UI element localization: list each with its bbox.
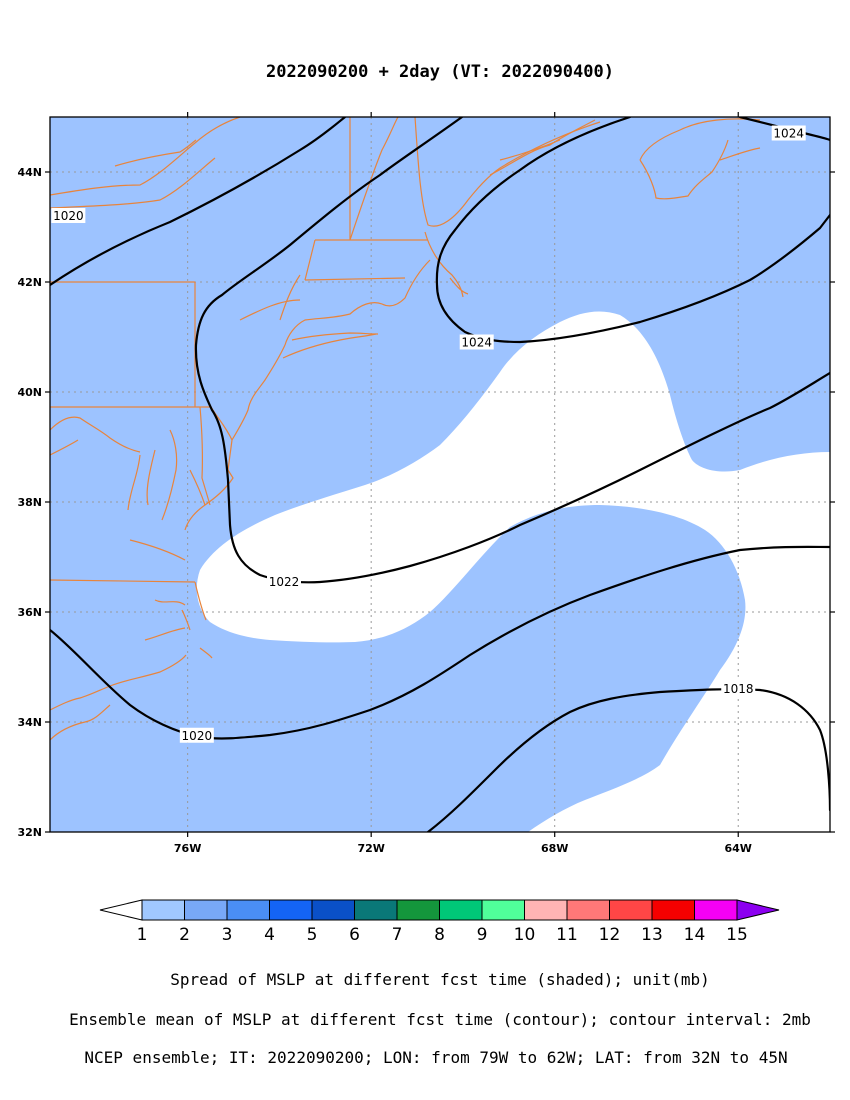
nova-scotia-coast bbox=[639, 118, 761, 200]
spread-shading bbox=[50, 117, 830, 832]
us-canada-border bbox=[50, 117, 241, 196]
colorbar-swatch bbox=[269, 899, 313, 921]
caption-source: NCEP ensemble; IT: 2022090200; LON: from… bbox=[84, 1048, 787, 1067]
caption-shaded: Spread of MSLP at different fcst time (s… bbox=[170, 970, 709, 989]
contour-labels: 1020 1024 1024 1022 1020 1018 bbox=[51, 125, 806, 743]
contour-label: 1022 bbox=[269, 575, 300, 589]
lat-tick-label: 34N bbox=[17, 716, 42, 729]
colorbar-label: 3 bbox=[222, 925, 233, 945]
colorbar-swatch bbox=[609, 899, 653, 921]
lon-tick-label: 68W bbox=[541, 842, 568, 855]
colorbar-swatch bbox=[354, 899, 398, 921]
contour-label: 1024 bbox=[461, 336, 492, 350]
contour-1018 bbox=[426, 688, 830, 832]
contour-label: 1020 bbox=[182, 729, 213, 743]
canada-border-north bbox=[114, 139, 197, 167]
lat-tick-label: 36N bbox=[17, 606, 42, 619]
contour-1020-north bbox=[50, 117, 347, 287]
colorbar-swatch bbox=[226, 899, 270, 921]
contour-label-bg bbox=[51, 208, 86, 223]
contour-label: 1018 bbox=[723, 682, 754, 696]
chesapeake-bay bbox=[127, 429, 213, 659]
colorbar-label: 9 bbox=[477, 925, 488, 945]
colorbar-label: 4 bbox=[264, 925, 275, 945]
state-borders-ne bbox=[239, 117, 428, 321]
colorbar-label: 7 bbox=[392, 925, 403, 945]
mslp-contours bbox=[50, 117, 830, 832]
figure-title: 2022090200 + 2day (VT: 2022090400) bbox=[266, 62, 614, 82]
caption-contour: Ensemble mean of MSLP at different fcst … bbox=[69, 1010, 811, 1029]
coastlines bbox=[50, 117, 761, 741]
colorbar-swatch bbox=[396, 899, 440, 921]
virginia-nc-border bbox=[50, 579, 207, 621]
colorbar-swatch bbox=[566, 899, 610, 921]
lon-tick-label: 72W bbox=[357, 842, 384, 855]
contour-1022-west bbox=[194, 117, 830, 584]
colorbar-swatch bbox=[651, 899, 695, 921]
map-grid bbox=[50, 117, 830, 832]
colorbar-low-arrow bbox=[99, 899, 143, 921]
long-island bbox=[282, 333, 377, 359]
lat-tick-label: 44N bbox=[17, 166, 42, 179]
contour-1020-south bbox=[50, 545, 830, 740]
colorbar-label: 1 bbox=[137, 925, 148, 945]
colorbar-label: 11 bbox=[556, 925, 578, 945]
west-virginia-border bbox=[50, 416, 141, 456]
colorbar-label: 15 bbox=[726, 925, 748, 945]
colorbar-swatch bbox=[311, 899, 355, 921]
lon-tick-label: 76W bbox=[174, 842, 201, 855]
colorbar-label: 10 bbox=[514, 925, 536, 945]
colorbar-swatch bbox=[694, 899, 738, 921]
canada-border-quebec bbox=[50, 157, 216, 209]
colorbar-swatch bbox=[481, 899, 525, 921]
lon-tick-label: 64W bbox=[725, 842, 752, 855]
colorbar-label: 13 bbox=[641, 925, 663, 945]
colorbar: 1 2 3 4 5 6 7 8 9 10 11 12 13 14 15 bbox=[99, 899, 780, 945]
contour-label: 1020 bbox=[53, 209, 84, 223]
colorbar-label: 6 bbox=[349, 925, 360, 945]
contour-label: 1024 bbox=[773, 127, 804, 141]
colorbar-label: 5 bbox=[307, 925, 318, 945]
lat-tick-label: 42N bbox=[17, 276, 42, 289]
colorbar-label: 12 bbox=[599, 925, 621, 945]
colorbar-label: 8 bbox=[434, 925, 445, 945]
contour-label-bg bbox=[721, 681, 756, 696]
colorbar-high-arrow bbox=[736, 899, 780, 921]
lat-tick-label: 38N bbox=[17, 496, 42, 509]
new-brunswick-coast bbox=[489, 119, 596, 176]
contour-label-bg bbox=[459, 334, 494, 350]
new-england-coast bbox=[284, 231, 469, 346]
contour-label-bg bbox=[771, 125, 806, 141]
maine-border bbox=[349, 117, 601, 241]
colorbar-swatch bbox=[439, 899, 483, 921]
colorbar-label: 2 bbox=[179, 925, 190, 945]
map-frame bbox=[49, 116, 831, 833]
lat-tick-label: 40N bbox=[17, 386, 42, 399]
colorbar-label: 14 bbox=[684, 925, 706, 945]
colorbar-swatch bbox=[524, 899, 568, 921]
colorbar-swatch bbox=[141, 899, 185, 921]
delmarva bbox=[189, 406, 211, 506]
lat-tick-label: 32N bbox=[17, 826, 42, 839]
map-axes: 44N 42N 40N 38N 36N 34N 32N 76W 72W 68W 64W bbox=[17, 112, 835, 855]
colorbar-swatch bbox=[184, 899, 228, 921]
contour-label-bg bbox=[267, 573, 301, 589]
contour-label-bg bbox=[179, 727, 214, 743]
map-plot-area: 1020 1024 1024 1022 1020 1018 bbox=[50, 117, 830, 832]
